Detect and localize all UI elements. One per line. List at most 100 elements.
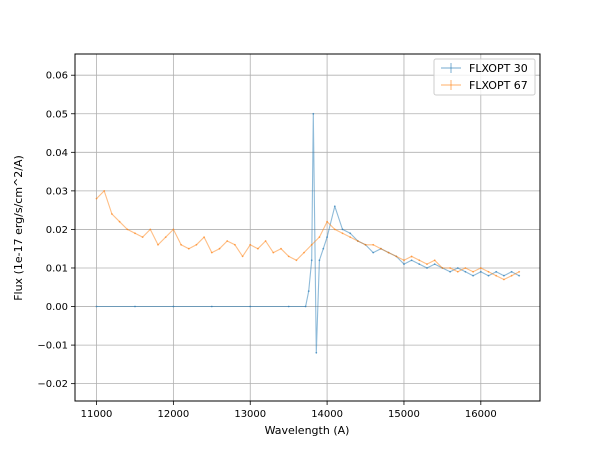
data-point-flxopt-67 — [333, 228, 336, 231]
y-tick-label: 0.05 — [46, 109, 68, 120]
data-point-flxopt-67 — [218, 247, 221, 250]
legend: FLXOPT 30 FLXOPT 67 — [433, 58, 536, 96]
y-tick-label: 0.02 — [46, 225, 68, 236]
data-point-flxopt-67 — [503, 278, 505, 281]
legend-label-flxopt-30: FLXOPT 30 — [469, 62, 528, 75]
y-tick-label: 0.06 — [46, 71, 68, 82]
data-point-flxopt-67 — [326, 220, 328, 223]
data-point-flxopt-30 — [510, 270, 513, 273]
data-point-flxopt-30 — [210, 305, 213, 308]
data-point-flxopt-67 — [479, 267, 482, 269]
data-point-flxopt-67 — [472, 270, 474, 273]
data-point-flxopt-67 — [249, 243, 252, 246]
data-point-flxopt-67 — [403, 259, 405, 262]
data-point-flxopt-67 — [272, 251, 275, 254]
data-point-flxopt-67 — [264, 240, 267, 242]
data-point-flxopt-67 — [495, 274, 498, 277]
y-tick-label: 0.00 — [46, 302, 68, 313]
data-point-flxopt-67 — [433, 259, 436, 262]
data-point-flxopt-67 — [157, 243, 159, 246]
series-line-flxopt-30 — [96, 113, 520, 354]
data-point-flxopt-67 — [111, 213, 113, 215]
data-point-flxopt-67 — [210, 251, 213, 254]
data-point-flxopt-30 — [518, 274, 521, 277]
data-point-flxopt-67 — [149, 228, 152, 231]
data-point-flxopt-30 — [134, 305, 136, 308]
data-point-flxopt-30 — [326, 236, 328, 239]
legend-label-flxopt-67: FLXOPT 67 — [469, 79, 528, 92]
series-layer — [95, 112, 521, 354]
data-point-flxopt-67 — [441, 267, 444, 269]
x-tick-label: 15000 — [388, 409, 420, 420]
data-point-flxopt-30 — [403, 263, 405, 265]
x-tick-label: 14000 — [311, 409, 343, 420]
data-point-flxopt-67 — [187, 247, 190, 250]
grid-layer — [75, 54, 540, 401]
data-point-flxopt-30 — [318, 259, 321, 262]
data-point-flxopt-67 — [349, 236, 352, 239]
data-point-flxopt-67 — [487, 270, 490, 273]
data-point-flxopt-30 — [315, 351, 318, 354]
data-point-flxopt-30 — [372, 251, 375, 254]
data-point-flxopt-67 — [234, 243, 236, 246]
data-point-flxopt-30 — [95, 305, 98, 308]
data-point-flxopt-67 — [287, 255, 290, 258]
data-point-flxopt-30 — [304, 305, 307, 308]
data-point-flxopt-67 — [464, 267, 467, 269]
data-point-flxopt-30 — [307, 290, 310, 292]
data-point-flxopt-67 — [126, 228, 129, 231]
data-point-flxopt-30 — [349, 232, 352, 235]
data-point-flxopt-30 — [322, 247, 325, 250]
data-point-flxopt-67 — [303, 251, 305, 254]
data-point-flxopt-30 — [310, 259, 313, 262]
data-point-flxopt-67 — [257, 247, 259, 250]
data-point-flxopt-30 — [464, 270, 467, 273]
data-point-flxopt-67 — [280, 247, 282, 250]
data-point-flxopt-30 — [449, 270, 451, 273]
plot-area-frame — [74, 53, 541, 402]
data-point-flxopt-67 — [372, 243, 375, 246]
data-point-flxopt-67 — [295, 259, 298, 262]
data-point-flxopt-30 — [479, 270, 482, 273]
data-point-flxopt-67 — [172, 228, 175, 231]
x-tick-label: 13000 — [234, 409, 266, 420]
data-point-flxopt-67 — [141, 236, 144, 239]
series-line-flxopt-67 — [96, 190, 520, 281]
data-point-flxopt-67 — [341, 232, 344, 235]
data-point-flxopt-67 — [134, 232, 136, 235]
x-axis-label: Wavelength (A) — [265, 424, 350, 437]
x-tick-label: 11000 — [81, 409, 113, 420]
data-point-flxopt-67 — [380, 247, 382, 250]
data-point-flxopt-30 — [433, 263, 436, 265]
y-axis: −0.02 −0.01 0.00 0.01 0.02 0.03 0.04 0.05 0.06 — [37, 71, 75, 390]
data-point-flxopt-67 — [318, 236, 321, 239]
data-point-flxopt-67 — [395, 255, 398, 258]
data-point-flxopt-30 — [312, 112, 315, 115]
data-point-flxopt-67 — [241, 255, 244, 258]
data-point-flxopt-67 — [449, 267, 451, 269]
y-tick-label: 0.04 — [46, 148, 68, 159]
y-tick-label: 0.01 — [46, 263, 68, 274]
data-point-flxopt-67 — [410, 255, 413, 258]
data-point-flxopt-67 — [203, 236, 206, 239]
y-axis-label: Flux (1e-17 erg/s/cm^2/A) — [12, 155, 25, 301]
data-point-flxopt-30 — [456, 267, 459, 269]
data-point-flxopt-67 — [103, 190, 106, 192]
y-tick-label: −0.01 — [37, 341, 68, 352]
y-tick-label: 0.03 — [46, 186, 68, 197]
data-point-flxopt-67 — [164, 236, 167, 239]
data-point-flxopt-30 — [487, 274, 490, 277]
data-point-flxopt-67 — [518, 270, 521, 273]
data-point-flxopt-67 — [456, 270, 459, 273]
data-point-flxopt-67 — [118, 220, 121, 223]
data-point-flxopt-67 — [95, 197, 98, 200]
data-point-flxopt-30 — [287, 305, 290, 308]
data-point-flxopt-30 — [418, 263, 421, 265]
data-point-flxopt-67 — [226, 240, 229, 242]
data-point-flxopt-67 — [387, 251, 390, 254]
data-point-flxopt-67 — [310, 243, 313, 246]
data-point-flxopt-67 — [510, 274, 513, 277]
data-point-flxopt-30 — [341, 228, 344, 231]
